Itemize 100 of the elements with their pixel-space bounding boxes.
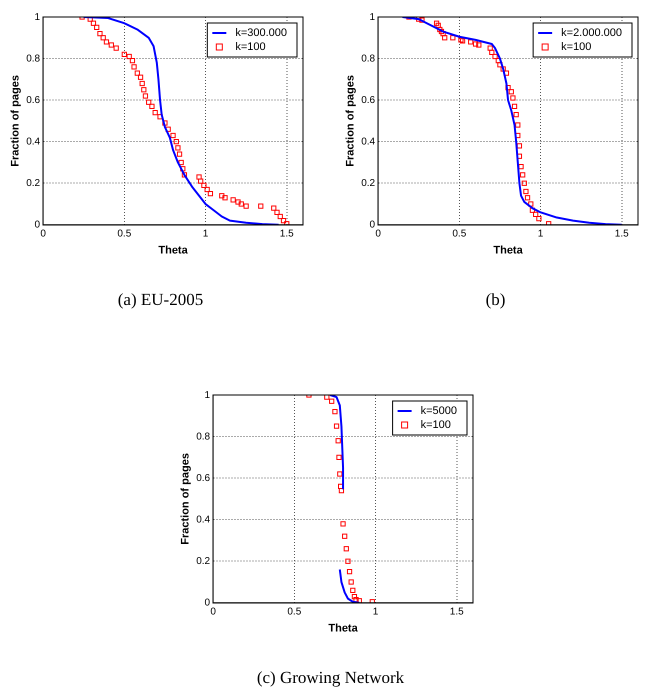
point <box>114 46 119 51</box>
text: (c) Growing Network <box>256 668 406 688</box>
point <box>530 208 536 213</box>
point <box>334 424 340 429</box>
point <box>97 31 103 36</box>
point <box>258 203 264 209</box>
point <box>434 20 440 26</box>
point <box>508 89 514 94</box>
point <box>166 126 171 132</box>
point <box>122 52 127 58</box>
y-tick-label: 0 <box>34 220 41 231</box>
point <box>142 93 148 99</box>
point <box>440 31 446 36</box>
y-tick-label: 1 <box>204 390 211 401</box>
y-tick-label: 0.2 <box>26 178 41 189</box>
y-axis-title: Fraction of pages <box>344 75 357 167</box>
point <box>337 471 342 477</box>
point <box>130 58 136 64</box>
point <box>149 104 155 109</box>
y-tick-label: 0.6 <box>196 472 211 484</box>
x-tick-label: 0.5 <box>117 228 132 240</box>
x-axis-title: Theta <box>493 244 524 256</box>
point <box>138 74 144 80</box>
point <box>108 42 114 48</box>
point <box>238 201 244 207</box>
point <box>131 64 137 70</box>
legend-label: k=2.000.000 <box>561 27 622 40</box>
point <box>180 166 186 172</box>
point <box>175 145 181 151</box>
y-tick-label: 1 <box>34 12 41 23</box>
point <box>162 120 168 126</box>
point <box>230 197 236 202</box>
point <box>512 104 518 109</box>
point <box>516 143 522 148</box>
point <box>176 152 182 157</box>
point <box>324 395 330 400</box>
point <box>146 100 152 105</box>
point <box>438 28 444 34</box>
point <box>345 558 351 564</box>
x-tick-label: 1.5 <box>450 606 464 618</box>
point <box>170 132 176 138</box>
y-tick-label: 0.2 <box>196 556 211 567</box>
point <box>546 221 552 225</box>
y-tick-label: 0 <box>204 598 211 609</box>
point <box>436 22 441 28</box>
point <box>174 139 179 144</box>
point <box>522 180 527 186</box>
point <box>353 597 359 602</box>
point <box>100 35 106 40</box>
point <box>370 599 375 603</box>
point <box>244 203 249 209</box>
point <box>278 214 283 220</box>
point <box>134 70 140 76</box>
point <box>204 186 210 192</box>
point <box>338 488 344 494</box>
point <box>518 164 524 170</box>
point <box>201 182 207 188</box>
y-tick-label: 0.8 <box>361 53 376 64</box>
point <box>140 80 145 86</box>
point <box>520 172 526 178</box>
point <box>208 191 214 196</box>
point <box>356 598 362 603</box>
point <box>472 41 478 47</box>
x-tick-label: 0.5 <box>287 606 302 618</box>
x-axis-title: Theta <box>158 244 189 256</box>
point <box>336 454 342 460</box>
point <box>350 588 356 593</box>
y-axis-title: Fraction of pages <box>10 75 22 167</box>
point <box>523 188 529 194</box>
point <box>219 193 224 198</box>
x-axis-title: Theta <box>328 622 359 634</box>
point <box>524 195 530 200</box>
point <box>505 85 511 90</box>
point <box>419 17 425 23</box>
point <box>284 221 290 225</box>
point <box>450 35 456 40</box>
y-tick-label: 0.6 <box>26 94 41 106</box>
text: (a) EU-2005 <box>116 290 204 310</box>
legend-label: k=100 <box>561 41 592 54</box>
point <box>536 216 542 222</box>
point <box>500 66 506 72</box>
point <box>196 174 202 180</box>
point <box>222 195 228 200</box>
y-tick-label: 1 <box>370 12 376 23</box>
y-tick-label: 0.4 <box>196 514 211 526</box>
text: (b) <box>484 290 506 310</box>
point <box>504 70 510 76</box>
point <box>468 39 474 45</box>
point <box>476 42 482 48</box>
point <box>178 160 184 166</box>
point <box>510 95 516 101</box>
point <box>235 199 241 205</box>
point <box>90 20 96 26</box>
point <box>515 122 520 128</box>
point <box>437 26 442 32</box>
point <box>271 206 276 211</box>
y-tick-label: 0.4 <box>26 136 41 148</box>
point <box>352 594 358 600</box>
point <box>492 54 498 60</box>
point <box>489 50 494 55</box>
